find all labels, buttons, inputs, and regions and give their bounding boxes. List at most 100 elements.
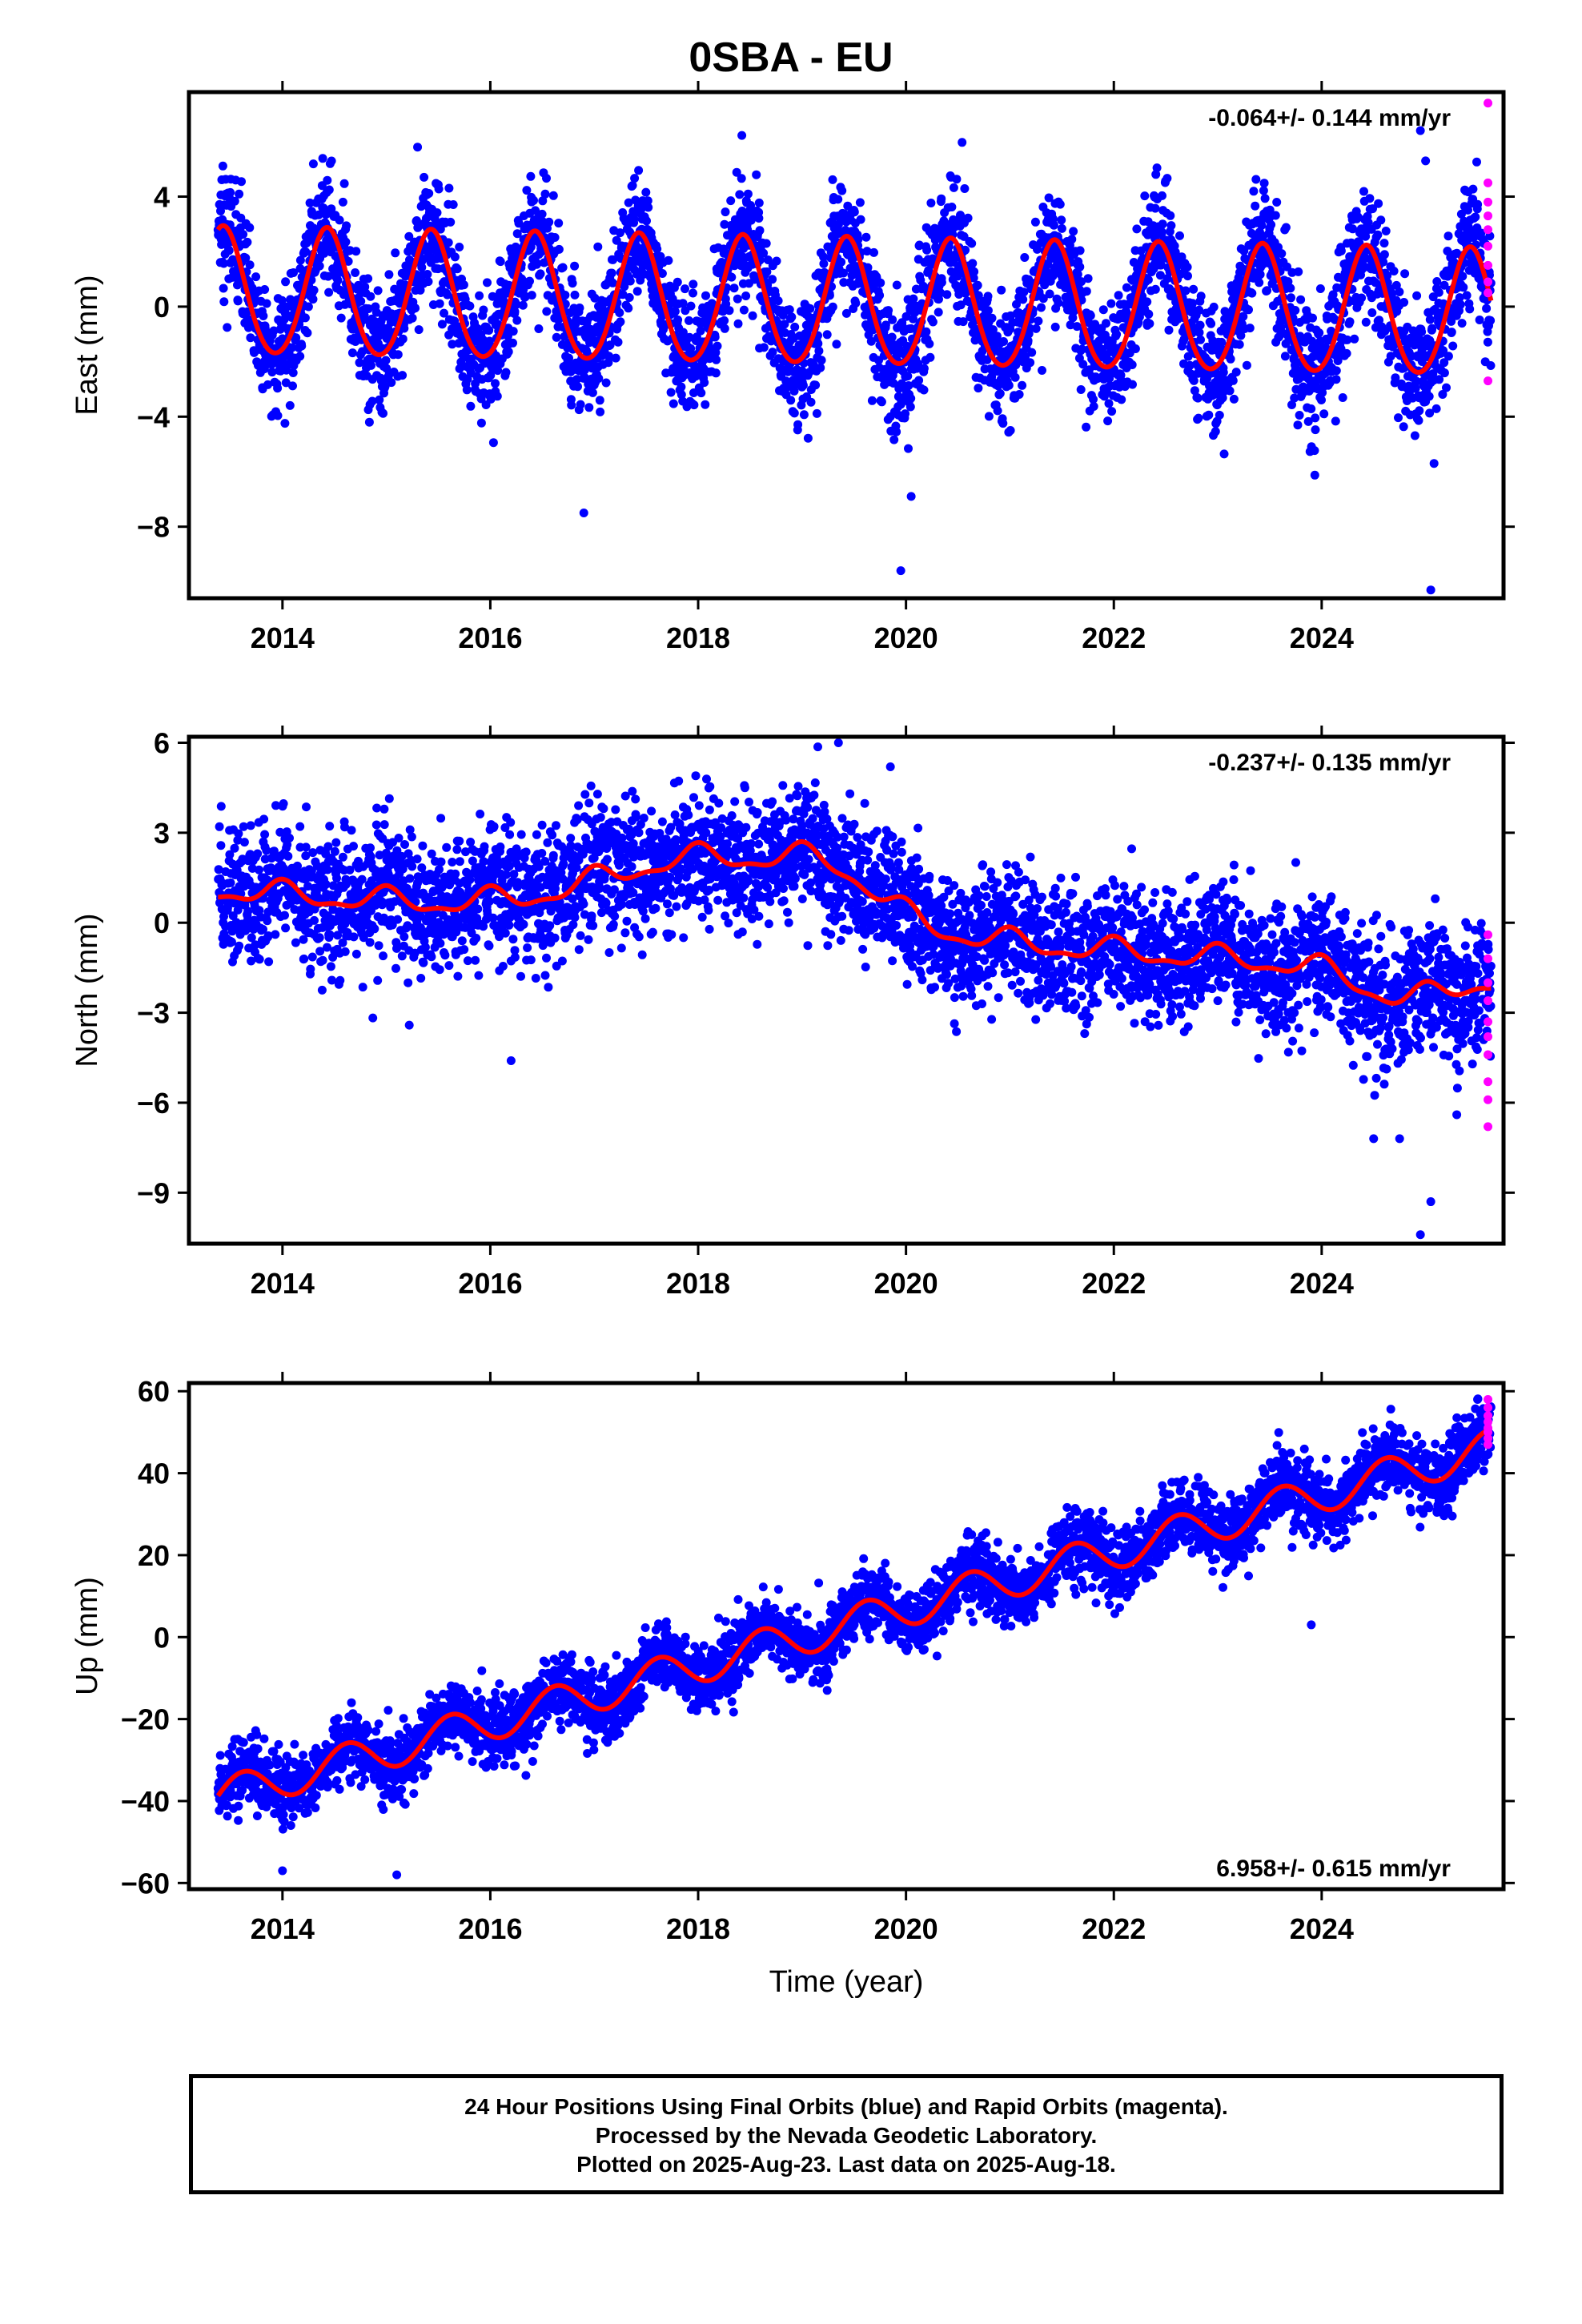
final-point: [462, 385, 472, 395]
final-point: [564, 353, 573, 363]
final-point: [1010, 372, 1020, 382]
final-point: [283, 851, 293, 861]
final-point: [288, 368, 298, 377]
final-point: [400, 840, 409, 849]
final-point: [837, 186, 847, 195]
final-point: [281, 378, 291, 388]
final-point: [793, 420, 803, 429]
final-point: [1310, 470, 1319, 480]
final-point: [741, 292, 751, 300]
final-point: [762, 267, 772, 276]
final-point: [1073, 270, 1082, 279]
final-point: [1211, 427, 1220, 436]
plot-frame: [187, 90, 1506, 601]
final-point: [255, 955, 264, 964]
final-point: [1415, 406, 1424, 416]
final-point: [1303, 416, 1313, 426]
final-point: [560, 291, 570, 300]
final-point: [1106, 299, 1116, 308]
final-point: [412, 854, 422, 864]
final-point: [226, 187, 235, 197]
final-point: [1263, 286, 1272, 296]
final-point: [849, 207, 859, 217]
final-point: [1195, 328, 1204, 337]
final-point: [967, 239, 977, 248]
final-point: [677, 382, 686, 392]
x-tick-label: 2024: [1290, 621, 1354, 654]
final-point: [253, 849, 263, 858]
final-point: [1348, 224, 1358, 234]
final-point: [677, 390, 686, 400]
final-point: [351, 949, 361, 959]
final-point: [1394, 413, 1403, 423]
final-point: [455, 364, 464, 373]
final-point: [1255, 278, 1264, 287]
final-point: [255, 906, 264, 915]
final-point: [1438, 390, 1447, 399]
final-point: [295, 255, 305, 265]
final-point: [1083, 274, 1093, 283]
final-point: [230, 843, 239, 853]
final-point: [754, 214, 764, 223]
final-point: [1026, 358, 1035, 368]
final-point: [423, 270, 432, 279]
final-point: [245, 260, 255, 270]
final-point: [351, 268, 360, 277]
final-point: [315, 261, 324, 271]
final-point: [727, 272, 737, 282]
rate-annotation: -0.064+/- 0.144 mm/yr: [1208, 105, 1451, 131]
final-point: [247, 933, 256, 943]
final-point: [755, 226, 765, 235]
final-point: [260, 830, 270, 839]
final-point: [488, 292, 497, 301]
final-point: [269, 846, 279, 856]
final-point: [356, 296, 366, 306]
final-point: [1443, 271, 1452, 281]
final-point: [1439, 358, 1449, 368]
final-point: [921, 327, 931, 336]
final-point: [1247, 288, 1257, 298]
final-point: [947, 203, 957, 211]
final-point: [611, 353, 620, 363]
final-point: [1294, 267, 1303, 276]
final-point: [342, 221, 351, 231]
final-point: [416, 911, 425, 920]
final-point: [1023, 336, 1033, 345]
final-point: [407, 832, 416, 842]
final-point: [239, 838, 249, 847]
final-point: [608, 278, 617, 287]
final-point: [570, 290, 580, 300]
final-point: [259, 925, 267, 934]
final-point: [628, 181, 637, 191]
final-point: [251, 940, 260, 950]
final-point: [926, 352, 935, 362]
final-point: [1447, 316, 1456, 326]
final-point: [1464, 205, 1472, 215]
final-point: [273, 411, 283, 420]
final-point: [537, 209, 547, 219]
final-point: [839, 278, 849, 287]
final-point: [1004, 380, 1014, 390]
final-point: [956, 300, 966, 310]
final-point: [239, 230, 248, 239]
final-point: [1127, 360, 1137, 369]
final-point: [974, 384, 983, 393]
final-point: [673, 315, 683, 324]
final-point: [327, 156, 336, 166]
final-point: [340, 947, 350, 956]
final-point: [244, 943, 254, 953]
final-point: [1144, 309, 1154, 319]
final-point: [1189, 284, 1199, 294]
final-point: [1140, 191, 1150, 201]
final-point: [538, 196, 548, 206]
final-point: [435, 299, 444, 308]
final-point: [1114, 291, 1123, 300]
final-point: [1336, 246, 1346, 255]
rapid-point: [1484, 99, 1493, 108]
final-point: [380, 382, 390, 392]
final-point: [219, 283, 228, 293]
final-point: [814, 346, 824, 356]
final-point: [1217, 337, 1227, 347]
final-point: [1475, 316, 1484, 324]
final-point: [725, 306, 734, 316]
